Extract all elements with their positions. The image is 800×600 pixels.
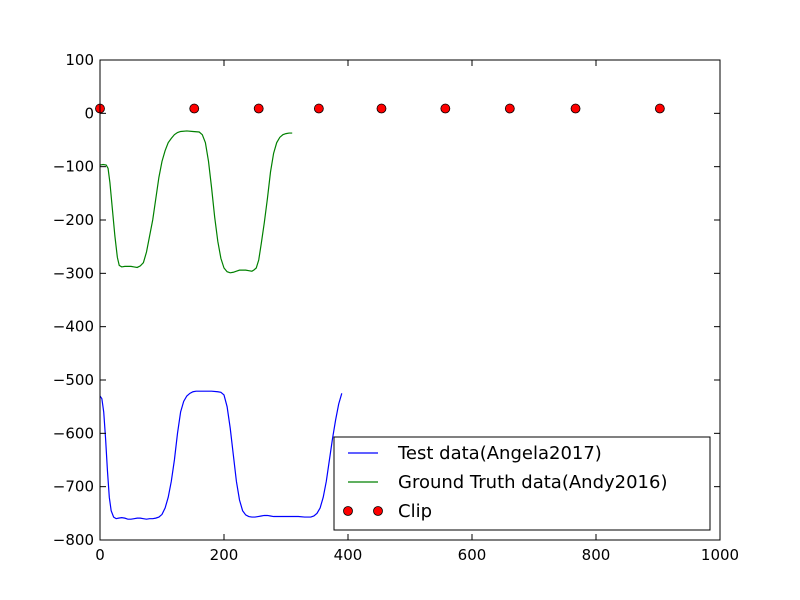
y-tick-label: −700	[53, 478, 94, 496]
legend-box	[333, 436, 711, 531]
clip-marker	[253, 103, 264, 114]
x-tick-label: 400	[334, 546, 363, 564]
y-tick-label: −500	[53, 371, 94, 389]
clip-marker	[376, 103, 387, 114]
y-tick-label: −100	[53, 158, 94, 176]
series-line-test-data	[99, 390, 343, 520]
legend-label-test-data: Test data(Angela2017)	[397, 443, 602, 464]
clip-marker	[313, 103, 324, 114]
y-tick-label: −200	[53, 211, 94, 229]
clip-marker	[189, 103, 200, 114]
legend-label-clip: Clip	[398, 501, 432, 522]
legend: Test data(Angela2017) Ground Truth data(…	[333, 436, 711, 531]
x-tick-label: 0	[95, 546, 105, 564]
x-tick-label: 1000	[701, 546, 739, 564]
legend-label-ground-truth: Ground Truth data(Andy2016)	[398, 472, 667, 493]
x-tick-label: 600	[458, 546, 487, 564]
y-tick-label: −600	[53, 424, 94, 442]
clip-marker	[570, 103, 581, 114]
ticks-layer: 0 200 400 600 800 10001000−100−200−300−400−50…	[53, 51, 739, 564]
series-line-ground-truth	[99, 130, 293, 274]
clip-marker	[440, 103, 451, 114]
y-tick-label: −400	[53, 318, 94, 336]
clip-marker	[654, 103, 665, 114]
y-tick-label: −300	[53, 264, 94, 282]
x-tick-label: 800	[582, 546, 611, 564]
clip-marker	[504, 103, 515, 114]
y-tick-label: 100	[65, 51, 94, 69]
plot-frame	[99, 59, 721, 541]
legend-swatch-clip-marker	[373, 506, 383, 516]
y-tick-label: 0	[84, 104, 94, 122]
y-tick-label: −800	[53, 531, 94, 549]
legend-swatch-clip-marker	[343, 506, 353, 516]
x-tick-label: 200	[210, 546, 239, 564]
